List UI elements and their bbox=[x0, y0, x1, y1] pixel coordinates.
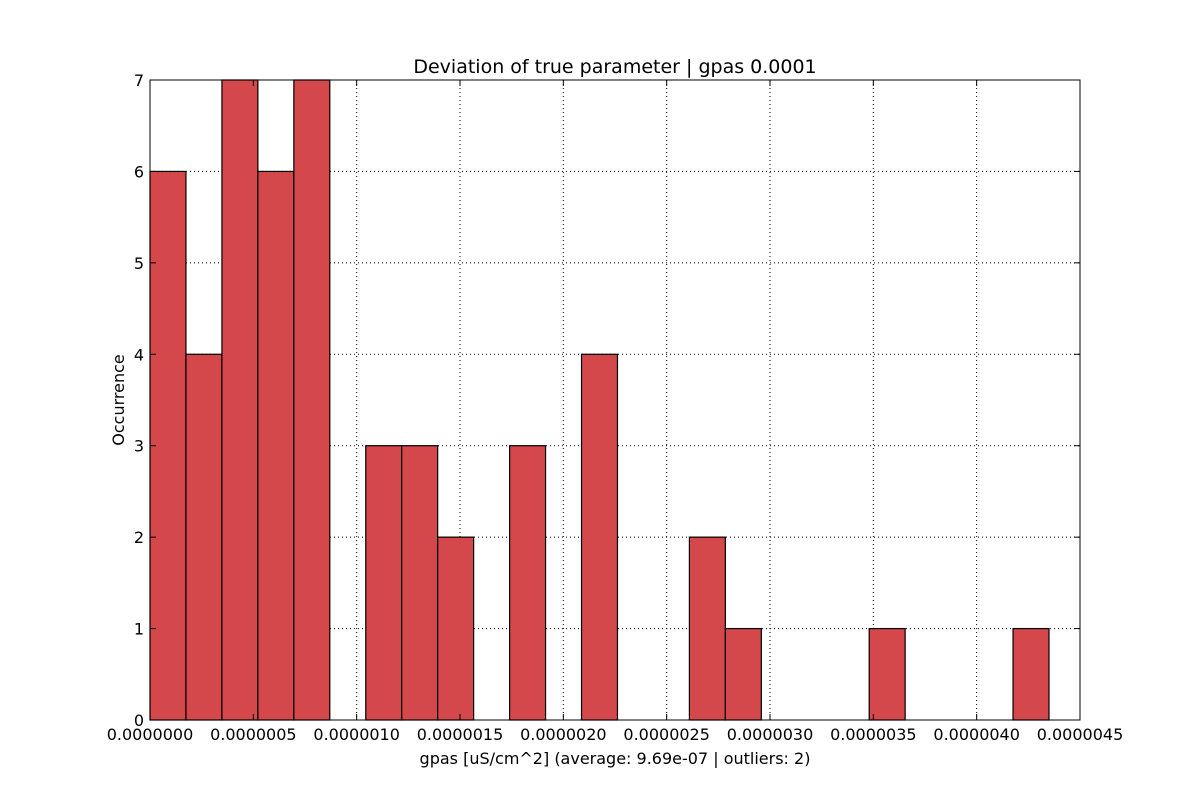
y-axis-label: Occurrence bbox=[109, 354, 128, 445]
axis-ticks bbox=[149, 79, 1081, 721]
y-tick-label: 3 bbox=[134, 437, 144, 456]
x-tick-label: 0.0000045 bbox=[1037, 725, 1124, 744]
x-axis-label: gpas [uS/cm^2] (average: 9.69e-07 | outl… bbox=[420, 749, 811, 768]
x-tick-label: 0.0000000 bbox=[107, 725, 194, 744]
histogram-bar bbox=[401, 445, 439, 721]
histogram-bar bbox=[868, 627, 906, 721]
histogram-bar bbox=[580, 353, 619, 721]
histogram-bar bbox=[365, 445, 403, 721]
x-tick-labels: 0.0000000 0.0000005 0.0000010 0.0000015 0.00… bbox=[107, 725, 1124, 744]
x-tick-label: 0.0000005 bbox=[210, 725, 297, 744]
x-tick-label: 0.0000025 bbox=[623, 725, 710, 744]
x-tick-label: 0.0000015 bbox=[417, 725, 504, 744]
histogram-bar bbox=[688, 536, 726, 721]
histogram-bar bbox=[1012, 627, 1050, 721]
y-tick-label: 7 bbox=[134, 71, 144, 90]
y-tick-label: 0 bbox=[134, 711, 144, 730]
histogram-bars bbox=[149, 79, 1050, 721]
x-tick-label: 0.0000040 bbox=[933, 725, 1020, 744]
histogram-bar bbox=[509, 445, 547, 721]
y-tick-label: 4 bbox=[134, 345, 144, 364]
y-tick-label: 5 bbox=[134, 254, 144, 273]
y-tick-labels: 0 1 2 3 4 5 6 7 bbox=[134, 71, 144, 730]
y-tick-label: 2 bbox=[134, 528, 144, 547]
histogram-bar bbox=[221, 79, 259, 721]
x-tick-label: 0.0000010 bbox=[313, 725, 400, 744]
x-tick-label: 0.0000030 bbox=[727, 725, 814, 744]
y-tick-label: 6 bbox=[134, 162, 144, 181]
histogram-bar bbox=[185, 353, 223, 721]
plot-frame bbox=[149, 79, 1081, 721]
histogram-bar bbox=[257, 170, 295, 721]
chart-title: Deviation of true parameter | gpas 0.000… bbox=[413, 56, 816, 78]
histogram-bar bbox=[724, 627, 762, 721]
x-tick-label: 0.0000020 bbox=[520, 725, 607, 744]
histogram-bar bbox=[293, 79, 331, 721]
x-tick-label: 0.0000035 bbox=[830, 725, 917, 744]
histogram-bar bbox=[437, 536, 475, 721]
y-tick-label: 1 bbox=[134, 620, 144, 639]
